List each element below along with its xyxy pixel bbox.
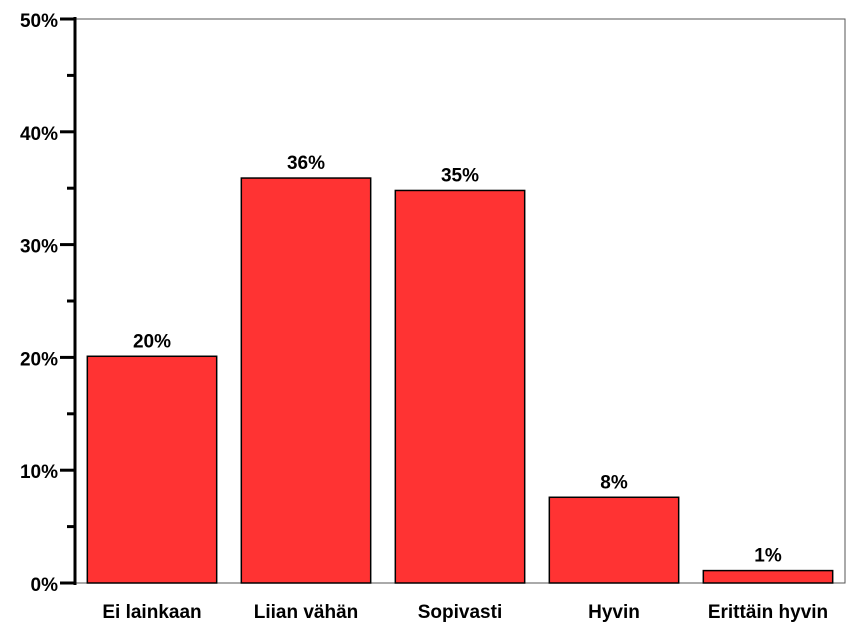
- bar: [240, 177, 372, 584]
- value-label: 20%: [133, 331, 171, 352]
- value-label: 8%: [600, 472, 628, 493]
- y-tick-label: 50%: [20, 11, 58, 32]
- bar: [394, 189, 526, 584]
- x-tick-label: Sopivasti: [418, 602, 502, 623]
- bar: [702, 569, 834, 584]
- x-tick-label: Ei lainkaan: [102, 602, 201, 623]
- x-tick-label: Erittäin hyvin: [708, 602, 828, 623]
- y-tick-label: 40%: [20, 124, 58, 145]
- x-tick-label: Liian vähän: [254, 602, 359, 623]
- value-label: 36%: [287, 153, 325, 174]
- y-tick-label: 20%: [20, 349, 58, 370]
- y-tick-label: 30%: [20, 237, 58, 258]
- bar: [548, 496, 680, 584]
- x-tick-label: Hyvin: [588, 602, 640, 623]
- y-tick-label: 0%: [31, 575, 59, 596]
- y-tick-label: 10%: [20, 462, 58, 483]
- value-label: 35%: [441, 165, 479, 186]
- value-label: 1%: [754, 546, 782, 567]
- bar: [86, 355, 218, 584]
